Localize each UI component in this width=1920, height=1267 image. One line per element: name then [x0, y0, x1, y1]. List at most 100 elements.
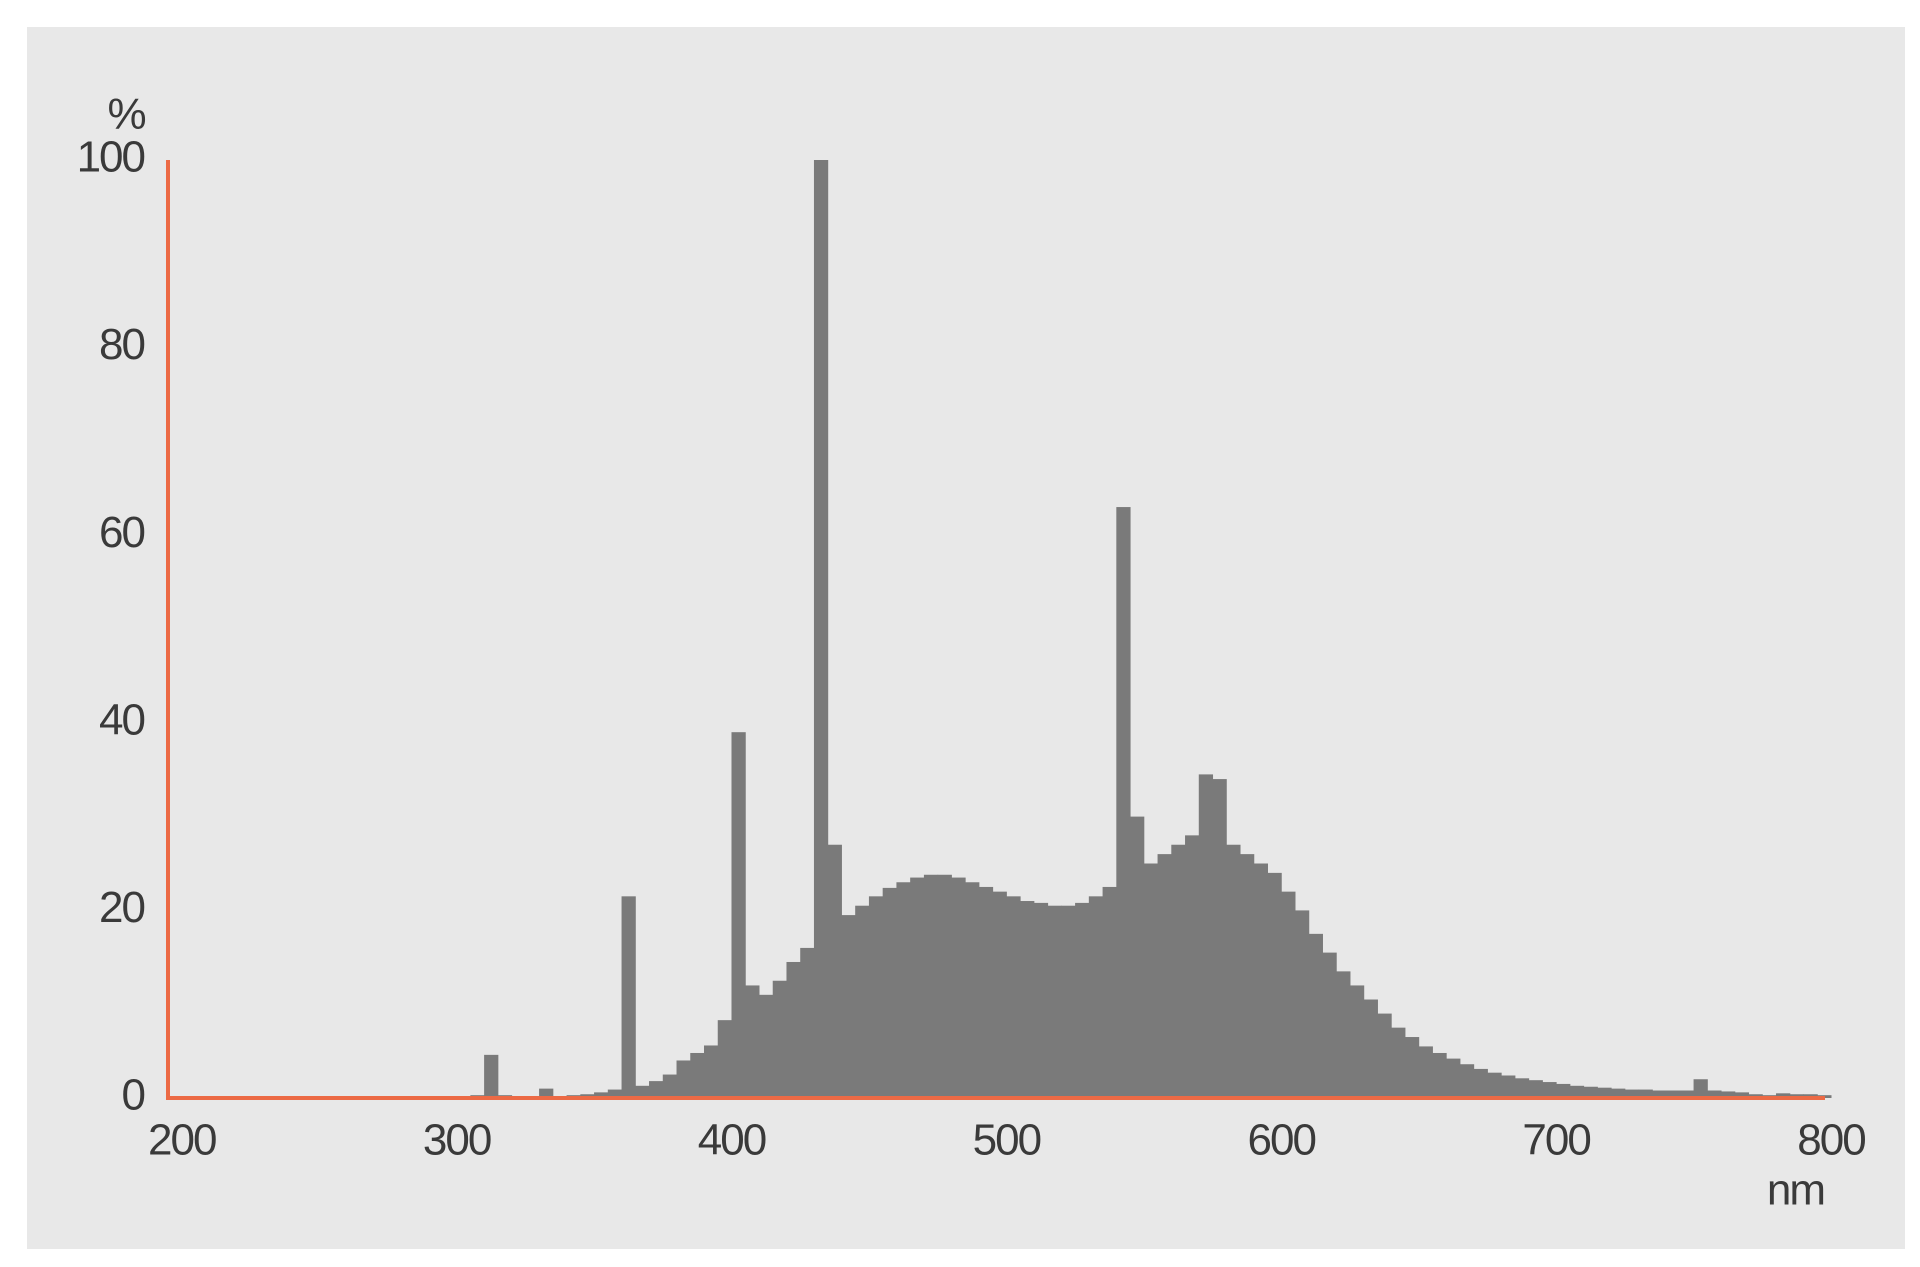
- bar: [1542, 1082, 1557, 1098]
- bar: [992, 891, 1007, 1098]
- bar: [1143, 863, 1159, 1098]
- x-tick-label: 200: [148, 1116, 216, 1165]
- bar: [1459, 1064, 1475, 1098]
- bar: [868, 896, 884, 1098]
- bar: [1377, 1013, 1392, 1098]
- bar: [1020, 901, 1035, 1098]
- bar: [676, 1060, 691, 1098]
- bar: [1418, 1046, 1433, 1098]
- bar: [1116, 507, 1131, 1098]
- y-tick-label: 0: [122, 1071, 145, 1120]
- bar: [1006, 896, 1021, 1098]
- bar: [965, 882, 980, 1098]
- bar: [1363, 999, 1378, 1098]
- bar: [745, 985, 760, 1098]
- bar: [1033, 902, 1049, 1098]
- bar: [855, 905, 870, 1098]
- bar: [1391, 1027, 1406, 1098]
- bar: [1624, 1089, 1640, 1098]
- bar: [1501, 1075, 1516, 1098]
- bar: [1528, 1080, 1543, 1098]
- bar: [910, 877, 925, 1098]
- x-tick-label: 700: [1522, 1116, 1590, 1165]
- bar: [607, 1089, 623, 1098]
- bar: [1075, 902, 1090, 1098]
- bar: [951, 877, 966, 1098]
- bar: [1734, 1092, 1750, 1098]
- bar: [1597, 1087, 1612, 1098]
- bar: [731, 732, 746, 1098]
- bar: [484, 1054, 499, 1098]
- y-tick-label: 80: [99, 320, 144, 369]
- bar: [1130, 816, 1145, 1098]
- bar: [1583, 1086, 1598, 1098]
- bar: [1611, 1088, 1626, 1098]
- bar: [923, 874, 939, 1098]
- bar: [1666, 1090, 1681, 1098]
- bar: [662, 1074, 678, 1098]
- bar: [1487, 1072, 1502, 1098]
- bar: [649, 1081, 664, 1098]
- bar: [1047, 905, 1062, 1098]
- bar: [786, 961, 801, 1098]
- bar: [717, 1020, 732, 1098]
- bar: [1349, 985, 1365, 1098]
- bar: [1185, 835, 1200, 1098]
- bar: [1432, 1052, 1447, 1098]
- y-tick-label: 60: [99, 508, 144, 557]
- bar: [937, 874, 952, 1098]
- bar: [594, 1092, 609, 1098]
- bar: [896, 882, 911, 1098]
- bar: [827, 844, 842, 1098]
- x-tick-label: 500: [973, 1116, 1041, 1165]
- bar: [1721, 1091, 1736, 1098]
- bar: [800, 947, 815, 1098]
- bar: [635, 1085, 650, 1098]
- bar: [758, 994, 774, 1098]
- bar: [1226, 844, 1241, 1098]
- bar: [1294, 910, 1310, 1098]
- bar: [1652, 1090, 1667, 1098]
- bar: [1707, 1090, 1722, 1098]
- x-axis-label: nm: [1767, 1166, 1824, 1215]
- x-tick-label: 800: [1797, 1116, 1865, 1165]
- x-tick-label: 600: [1248, 1116, 1316, 1165]
- bar: [1322, 952, 1337, 1098]
- y-tick-label: 40: [99, 695, 144, 744]
- y-tick-label: 100: [77, 133, 145, 182]
- bar: [1240, 854, 1255, 1098]
- bar: [539, 1088, 554, 1098]
- bar: [772, 980, 787, 1098]
- bar: [1336, 971, 1351, 1098]
- x-tick-label: 300: [423, 1116, 491, 1165]
- bar: [1281, 891, 1296, 1098]
- bar: [1693, 1079, 1708, 1098]
- bar: [978, 886, 994, 1098]
- bar: [1404, 1037, 1420, 1098]
- bar: [841, 915, 856, 1098]
- bar: [690, 1052, 705, 1098]
- bar: [1556, 1083, 1571, 1098]
- bar: [704, 1045, 719, 1098]
- bar: [1198, 774, 1214, 1098]
- bar: [621, 896, 636, 1098]
- bar: [1473, 1068, 1488, 1098]
- bar: [1446, 1058, 1461, 1098]
- bar: [1157, 854, 1172, 1098]
- bar: [1061, 905, 1076, 1098]
- bar: [1267, 872, 1282, 1098]
- bar: [1776, 1093, 1791, 1098]
- bar: [1102, 886, 1117, 1098]
- bar: [1569, 1085, 1585, 1098]
- bar: [882, 887, 897, 1098]
- bar: [1088, 896, 1104, 1098]
- bar: [1638, 1089, 1653, 1098]
- y-tick-label: 20: [99, 883, 144, 932]
- x-tick-label: 400: [698, 1116, 766, 1165]
- bar: [1308, 933, 1323, 1098]
- y-axis-label: %: [107, 90, 145, 139]
- bar: [1212, 779, 1227, 1098]
- bar: [1514, 1078, 1530, 1098]
